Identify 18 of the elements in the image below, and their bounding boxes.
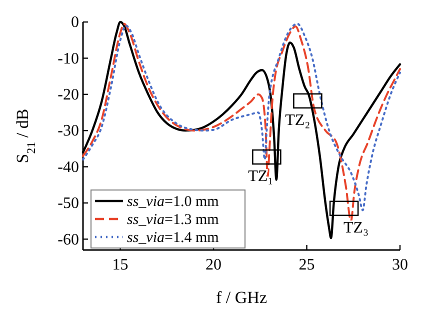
x-tick-label: 20 xyxy=(206,256,222,274)
y-tick-label: -30 xyxy=(58,122,79,140)
legend-label: ss_via=1.4 mm xyxy=(127,230,220,246)
y-tick-label: -50 xyxy=(58,195,79,212)
annotation: TZ₁ xyxy=(248,168,274,185)
annotation: TZ₂ xyxy=(285,112,310,129)
annotation: TZ₃ xyxy=(343,219,369,236)
legend-label: ss_via=1.3 mm xyxy=(127,212,220,228)
y-tick-label: 0 xyxy=(71,14,79,32)
y-tick-label: -40 xyxy=(58,158,79,176)
x-tick-label: 25 xyxy=(298,256,315,274)
x-tick-label: 30 xyxy=(392,256,408,274)
y-tick-label: -60 xyxy=(58,231,79,248)
x-tick-label: 15 xyxy=(112,256,128,274)
y-tick-label: -10 xyxy=(58,50,79,68)
legend-label: ss_via=1.0 mm xyxy=(127,194,220,210)
x-axis-title: f / GHz xyxy=(216,288,268,307)
y-tick-label: -20 xyxy=(58,86,79,104)
